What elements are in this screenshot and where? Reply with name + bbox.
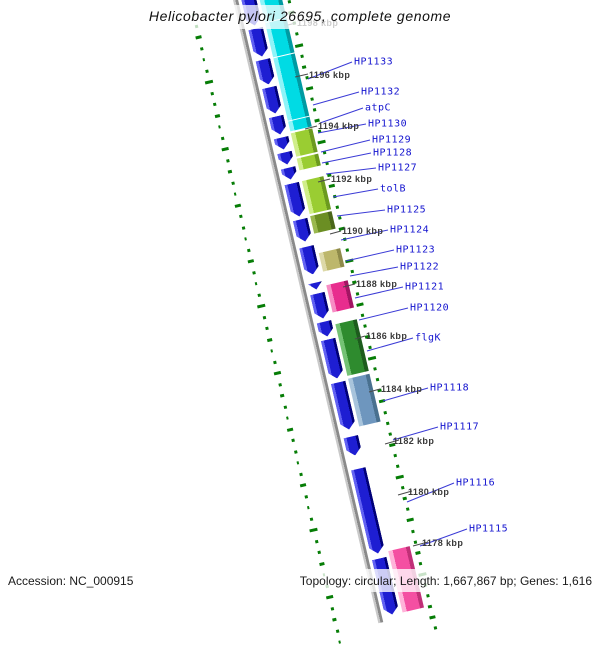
gene-label-HP1132[interactable]: HP1132 (361, 86, 401, 98)
gene-label-HP1122[interactable]: HP1122 (400, 261, 440, 273)
dot-mark (429, 615, 436, 620)
gene-label-atpC[interactable]: atpC (365, 102, 392, 114)
gene-label-HP1129[interactable]: HP1129 (372, 134, 412, 146)
gene-label-HP1116[interactable]: HP1116 (456, 477, 496, 489)
dot-mark (335, 629, 339, 633)
gene-label-HP1124[interactable]: HP1124 (390, 224, 430, 236)
tick-label: 1194 kbp (318, 121, 360, 131)
gene-label-HP1120[interactable]: HP1120 (410, 302, 450, 314)
gene-label-HP1123[interactable]: HP1123 (396, 244, 436, 256)
map-title: Helicobacter pylori 26695, complete geno… (136, 5, 464, 29)
dot-mark (338, 640, 341, 644)
tick-label: 1190 kbp (342, 226, 384, 236)
map-title-text: Helicobacter pylori 26695, complete geno… (148, 8, 452, 24)
gene-label-HP1127[interactable]: HP1127 (378, 162, 418, 174)
gene-label-HP1117[interactable]: HP1117 (440, 421, 480, 433)
tick-label: 1196 kbp (309, 70, 351, 80)
gene-label-HP1115[interactable]: HP1115 (469, 523, 509, 535)
tick-label: 1180 kbp (408, 487, 450, 497)
status-accession: Accession: NC_000915 (8, 573, 134, 588)
gene-label-HP1133[interactable]: HP1133 (354, 56, 394, 68)
tick-label: 1192 kbp (331, 174, 373, 184)
gene-label-tolB[interactable]: tolB (380, 183, 407, 195)
gene-label-HP1130[interactable]: HP1130 (368, 118, 408, 130)
gene-label-HP1125[interactable]: HP1125 (387, 204, 427, 216)
tick-label: 1186 kbp (366, 331, 408, 341)
dot-mark (433, 626, 437, 631)
tick-label: 1178 kbp (422, 538, 464, 548)
tick-label: 1184 kbp (381, 384, 423, 394)
gene-label-HP1128[interactable]: HP1128 (373, 147, 413, 159)
dot-mark (330, 606, 334, 611)
tick-label: 1182 kbp (393, 436, 435, 446)
status-bar: Accession: NC_000915 Topology: circular;… (0, 569, 600, 592)
labels-layer: HP1133 HP1132 atpC HP1130 HP1129 HP1128 HP1127… (297, 18, 509, 548)
gene-label-HP1121[interactable]: HP1121 (405, 281, 445, 293)
tick-label: 1188 kbp (356, 279, 398, 289)
dot-mark (427, 604, 433, 609)
gene-label-HP1118[interactable]: HP1118 (430, 382, 470, 394)
gene-label-flgK[interactable]: flgK (415, 332, 442, 344)
status-summary: Topology: circular; Length: 1,667,867 bp… (299, 573, 592, 588)
dot-mark (332, 617, 337, 622)
